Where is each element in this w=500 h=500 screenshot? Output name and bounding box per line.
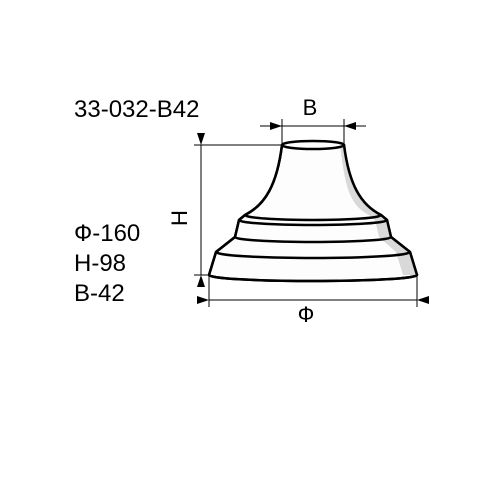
dim-label-h: H [167,210,192,226]
dim-label-phi: Ф [298,302,315,327]
technical-drawing: B H Ф [0,0,500,500]
dim-label-b: B [303,95,318,120]
